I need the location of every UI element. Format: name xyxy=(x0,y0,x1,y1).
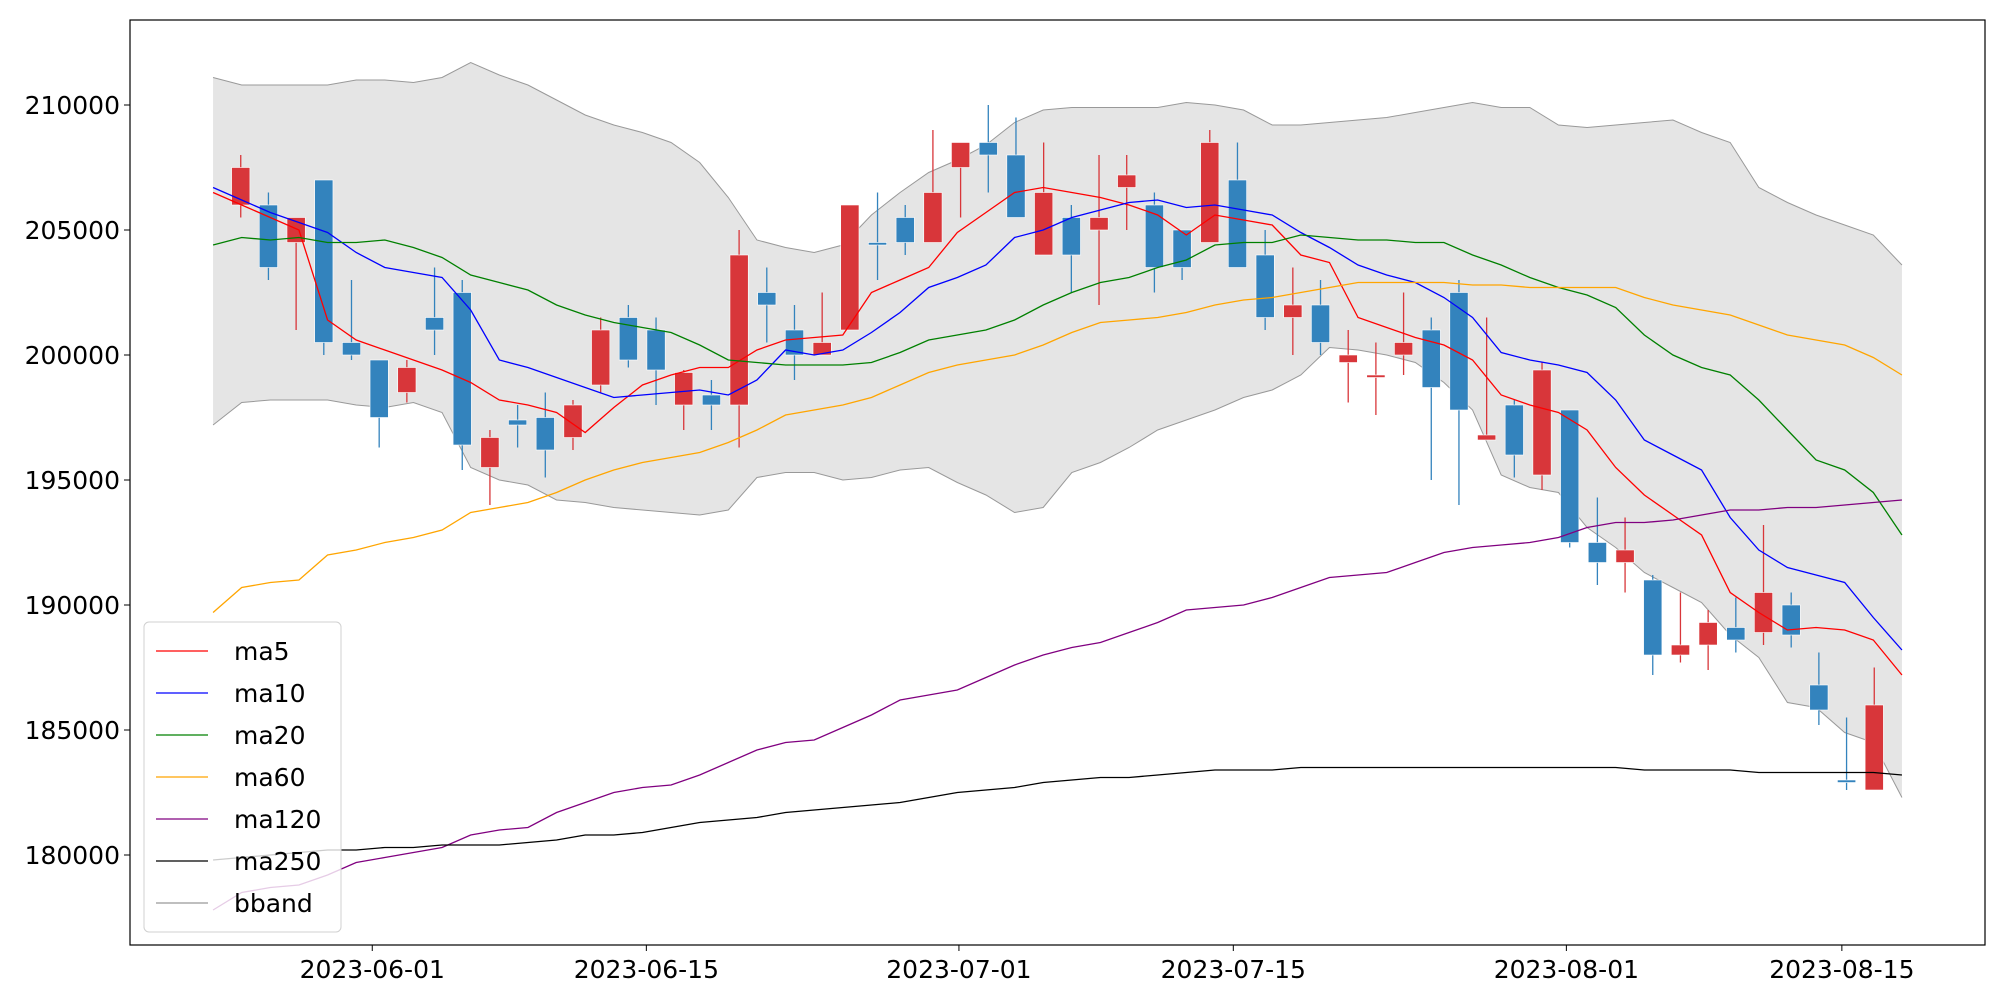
x-tick-label: 2023-07-01 xyxy=(886,955,1031,984)
candle-body xyxy=(757,292,777,306)
candle-body xyxy=(425,317,444,331)
candle-body xyxy=(951,142,971,168)
candle-body xyxy=(1283,304,1303,318)
candle-body xyxy=(1671,644,1690,656)
y-tick-label: 185000 xyxy=(25,716,120,745)
candle-body xyxy=(342,342,361,356)
candle-body xyxy=(1421,329,1441,388)
candle-body xyxy=(1837,779,1857,783)
plot-frame xyxy=(129,19,1986,946)
candle-body xyxy=(1643,579,1663,656)
legend-label: ma10 xyxy=(234,679,305,708)
candle-body xyxy=(1061,217,1081,256)
candle-body xyxy=(397,367,417,393)
legend-label: ma20 xyxy=(234,721,305,750)
candle-body xyxy=(1034,192,1054,256)
candle-body xyxy=(1449,292,1469,411)
candle-body xyxy=(508,419,528,426)
y-tick-label: 200000 xyxy=(25,341,120,370)
x-tick-label: 2023-06-01 xyxy=(300,955,445,984)
candle-body xyxy=(646,329,666,371)
candle-body xyxy=(1172,229,1192,268)
band-upper xyxy=(212,61,1903,266)
candle-body xyxy=(618,317,638,361)
candle-body xyxy=(1255,254,1275,318)
candle-body xyxy=(1089,217,1109,231)
candle-body xyxy=(1560,409,1580,543)
candle-body xyxy=(1754,592,1773,633)
candle-body xyxy=(729,254,749,406)
candle-body xyxy=(1615,549,1635,563)
band-area xyxy=(213,62,1902,798)
candle-body xyxy=(1698,622,1718,646)
candle-body xyxy=(1144,204,1164,268)
candle-body xyxy=(591,329,611,386)
candle-body xyxy=(369,359,389,418)
candle-body xyxy=(812,342,832,356)
candle-body xyxy=(923,192,943,243)
y-tick-label: 205000 xyxy=(25,216,120,245)
candle-body xyxy=(1228,179,1247,268)
ma-line xyxy=(212,186,1903,676)
ma-line xyxy=(212,186,1903,651)
legend-frame xyxy=(143,621,342,933)
y-tick-label: 210000 xyxy=(25,91,120,120)
y-tick-label: 180000 xyxy=(25,841,120,870)
candle-body xyxy=(1117,174,1137,188)
candle-body xyxy=(1781,604,1801,636)
candle-body xyxy=(1587,542,1607,563)
candle-body xyxy=(1006,154,1026,218)
legend-label: ma60 xyxy=(234,763,305,792)
candle-body xyxy=(1477,434,1497,441)
ma-line xyxy=(213,766,1902,861)
candle-body xyxy=(1366,374,1386,378)
candle-body xyxy=(978,142,998,156)
legend-label: ma120 xyxy=(234,805,321,834)
candle-body xyxy=(1809,684,1829,711)
ma-line xyxy=(212,281,1903,613)
x-tick-label: 2023-07-15 xyxy=(1161,955,1306,984)
candle-body xyxy=(701,394,721,406)
candle-body xyxy=(1200,142,1220,243)
candle-body xyxy=(314,179,334,343)
legend: ma5 ma10 ma20 ma60 ma120 ma250 bband xyxy=(143,621,342,933)
candle-body xyxy=(1504,404,1524,456)
candle-body xyxy=(535,417,555,451)
candle-body xyxy=(840,204,860,331)
x-tick-label: 2023-06-15 xyxy=(574,955,719,984)
y-tick-label: 190000 xyxy=(25,591,120,620)
y-tick-label: 195000 xyxy=(25,466,120,495)
candle-body xyxy=(1532,369,1552,476)
candle-body xyxy=(480,437,500,468)
candle-body xyxy=(258,204,278,268)
x-tick-label: 2023-08-01 xyxy=(1494,955,1639,984)
candle-body xyxy=(785,329,804,356)
candle-body xyxy=(895,217,915,243)
candle-body xyxy=(674,372,694,406)
candle-body xyxy=(868,242,887,246)
candle-body xyxy=(452,292,472,446)
candle-body xyxy=(1311,304,1330,343)
candle-body xyxy=(563,404,583,438)
legend-label: ma250 xyxy=(234,847,321,876)
ma-line xyxy=(212,234,1903,536)
x-tick-label: 2023-08-15 xyxy=(1769,955,1914,984)
legend-label: bband xyxy=(234,889,313,918)
candle-body xyxy=(1338,354,1358,363)
ma-line xyxy=(212,499,1902,911)
candle-body xyxy=(1394,342,1414,356)
candle-body xyxy=(1864,704,1884,791)
candle-body xyxy=(1726,627,1746,641)
legend-label: ma5 xyxy=(234,637,290,666)
